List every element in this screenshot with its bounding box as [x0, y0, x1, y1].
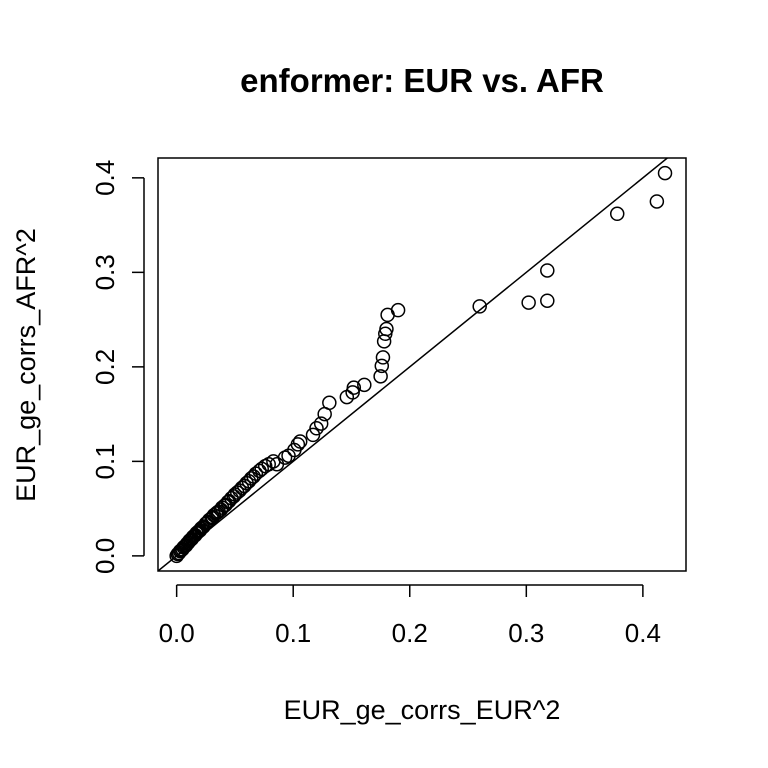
data-point [305, 427, 321, 443]
data-point [472, 299, 487, 314]
data-point [322, 395, 337, 411]
y-tick-label: 0.1 [90, 443, 120, 479]
data-point [540, 293, 555, 308]
y-axis-label: EUR_ge_corrs_AFR^2 [11, 228, 41, 502]
x-tick-label: 0.3 [508, 618, 544, 648]
data-point [540, 263, 555, 278]
y-tick-label: 0.3 [90, 254, 120, 290]
data-point [292, 434, 308, 449]
x-axis-label: EUR_ge_corrs_EUR^2 [284, 695, 561, 725]
data-point [609, 206, 625, 222]
data-point [373, 369, 388, 384]
plot-frame [157, 157, 687, 572]
x-tick-label: 0.2 [392, 618, 428, 648]
data-point [379, 321, 394, 337]
data-point [309, 421, 324, 436]
reference-line [158, 158, 669, 571]
data-point [269, 456, 285, 472]
x-tick-label: 0.0 [159, 618, 195, 648]
data-point [313, 416, 329, 431]
data-point [374, 358, 390, 374]
y-tick-label: 0.4 [90, 160, 120, 196]
data-point [390, 302, 406, 318]
data-point [657, 165, 673, 181]
data-point [346, 380, 362, 395]
x-tick-label: 0.1 [275, 618, 311, 648]
y-axis: 0.0 0.1 0.2 0.3 0.4 [90, 160, 145, 574]
data-point [521, 295, 536, 310]
data-point [290, 437, 306, 452]
data-point [375, 350, 391, 365]
y-tick-label: 0.2 [90, 349, 120, 385]
chart-title: enformer: EUR vs. AFR [240, 62, 604, 99]
x-tick-label: 0.4 [625, 618, 661, 648]
data-point [357, 377, 372, 393]
y-tick-label: 0.0 [90, 538, 120, 574]
data-point [649, 194, 665, 209]
data-point [243, 471, 259, 486]
x-axis: 0.0 0.1 0.2 0.3 0.4 [159, 584, 661, 648]
plot-area [158, 158, 673, 571]
